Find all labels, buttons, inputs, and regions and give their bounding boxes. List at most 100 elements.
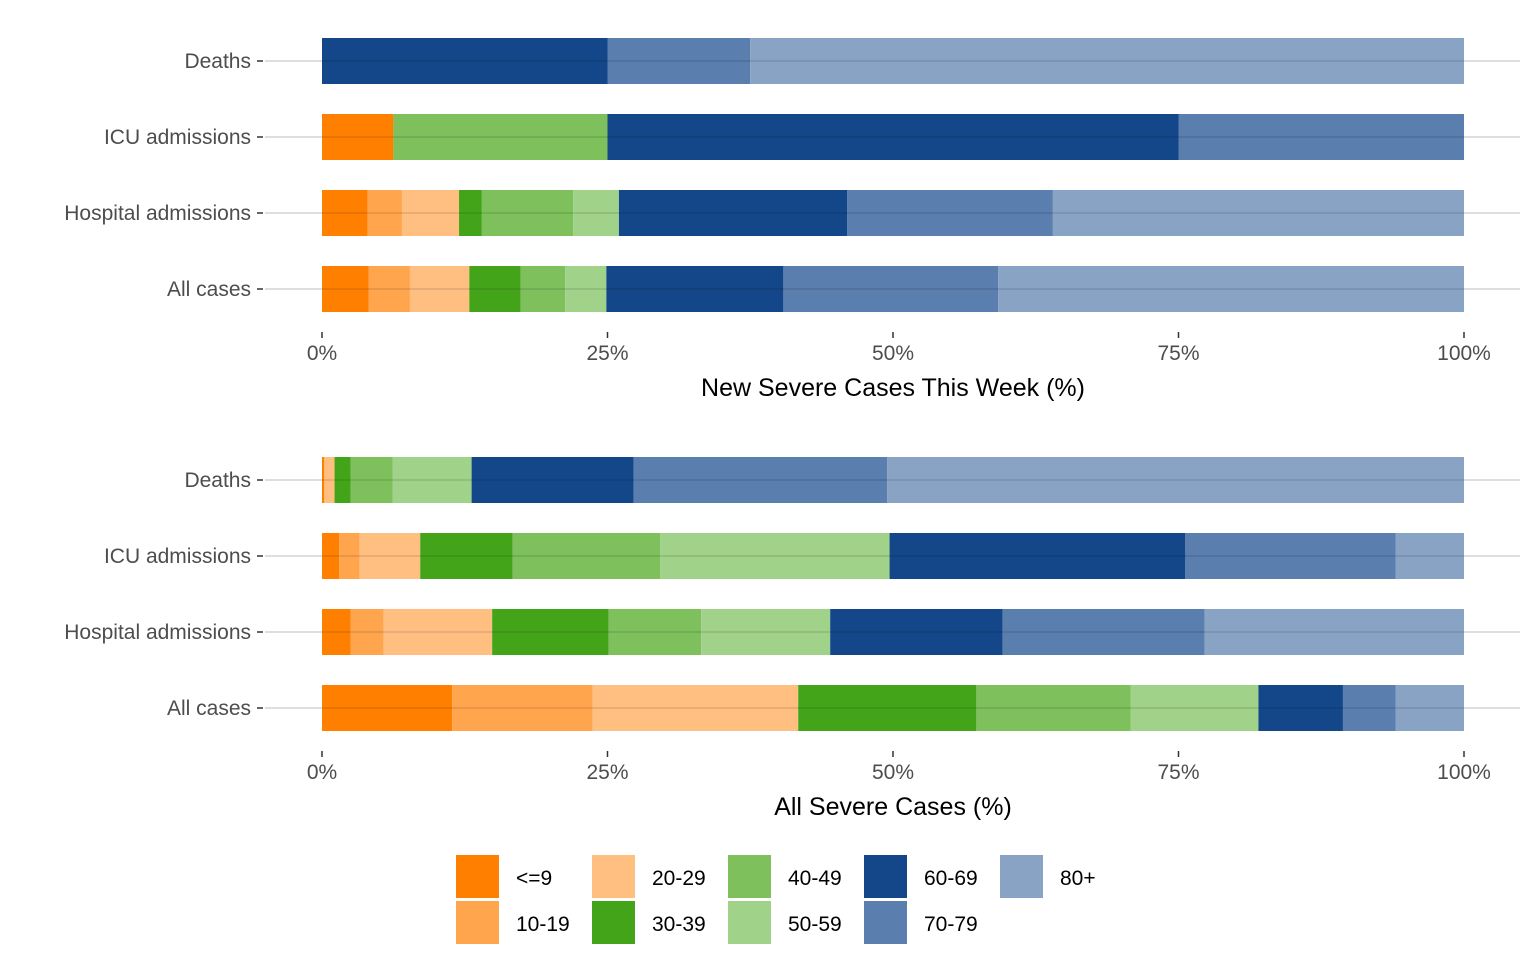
legend-item-le9: <=9 (456, 855, 552, 898)
legend-label: 30-39 (652, 913, 706, 936)
bar-segment-deaths-80plus (887, 457, 1464, 503)
bar-segment-deaths-70-79 (607, 38, 751, 84)
x-tick-label: 50% (872, 761, 914, 784)
legend-item-20-29: 20-29 (592, 855, 706, 898)
bar-segment-all-cases-40-49 (520, 266, 566, 312)
y-tick-label-deaths: Deaths (184, 50, 251, 73)
bar-segment-deaths-40-49 (350, 457, 393, 503)
x-tick-label: 75% (1157, 342, 1199, 365)
bar-segment-hospital-admissions-80plus (1052, 190, 1464, 236)
y-tick-label-all-cases: All cases (167, 278, 251, 301)
legend-item-80plus: 80+ (1000, 855, 1096, 898)
x-tick-label: 75% (1157, 761, 1199, 784)
bar-segment-all-cases-10-19 (368, 266, 410, 312)
bar-segment-all-cases-20-29 (409, 266, 470, 312)
bar-segment-icu-admissions-70-79 (1178, 114, 1464, 160)
bar-segment-hospital-admissions-40-49 (608, 609, 702, 655)
legend-label: <=9 (516, 867, 552, 890)
bar-segment-deaths-60-69 (322, 38, 608, 84)
bar-segment-hospital-admissions-70-79 (1002, 609, 1205, 655)
x-tick-label: 50% (872, 342, 914, 365)
bar-segment-all-cases-60-69 (606, 266, 784, 312)
y-tick-label-hospital-admissions: Hospital admissions (64, 202, 251, 225)
y-tick-label-icu-admissions: ICU admissions (104, 126, 251, 149)
bar-segment-all-cases-30-39 (798, 685, 977, 731)
legend-label: 80+ (1060, 867, 1096, 890)
legend-label: 70-79 (924, 913, 978, 936)
bar-segment-all-cases-60-69 (1258, 685, 1343, 731)
legend-label: 10-19 (516, 913, 570, 936)
bar-segment-hospital-admissions-10-19 (367, 190, 402, 236)
bar-segment-hospital-admissions-80plus (1204, 609, 1464, 655)
legend-label: 50-59 (788, 913, 842, 936)
bar-segment-icu-admissions-20-29 (359, 533, 421, 579)
bar-segment-all-cases-le9 (322, 266, 369, 312)
bar-segment-icu-admissions-le9 (322, 533, 340, 579)
bar-segment-hospital-admissions-20-29 (383, 609, 493, 655)
legend-swatch (864, 855, 907, 898)
legend-swatch (864, 901, 907, 944)
bar-segment-icu-admissions-80plus (1395, 533, 1464, 579)
bar-segment-all-cases-80plus (1395, 685, 1464, 731)
legend-swatch (728, 855, 771, 898)
bar-segment-all-cases-40-49 (976, 685, 1131, 731)
bar-segment-hospital-admissions-10-19 (350, 609, 384, 655)
bar-segment-icu-admissions-le9 (322, 114, 394, 160)
y-tick-label-hospital-admissions: Hospital admissions (64, 621, 251, 644)
legend-swatch (456, 855, 499, 898)
x-tick-label: 100% (1437, 342, 1491, 365)
bar-segment-icu-admissions-40-49 (512, 533, 661, 579)
bar-segment-all-cases-10-19 (452, 685, 593, 731)
bar-segment-all-cases-50-59 (1130, 685, 1259, 731)
bar-segment-hospital-admissions-30-39 (492, 609, 609, 655)
legend-item-40-49: 40-49 (728, 855, 842, 898)
x-tick-label: 0% (307, 761, 337, 784)
legend-swatch (1000, 855, 1043, 898)
bar-segment-deaths-le9 (322, 457, 325, 503)
legend-item-70-79: 70-79 (864, 901, 978, 944)
bar-segment-hospital-admissions-20-29 (401, 190, 460, 236)
bar-segment-icu-admissions-40-49 (393, 114, 608, 160)
x-axis-title: New Severe Cases This Week (%) (701, 374, 1085, 402)
bar-segment-icu-admissions-60-69 (607, 114, 1179, 160)
bar-segment-all-cases-50-59 (565, 266, 607, 312)
bar-segment-deaths-50-59 (392, 457, 472, 503)
bar-segment-hospital-admissions-70-79 (847, 190, 1053, 236)
bar-segment-all-cases-20-29 (592, 685, 799, 731)
bar-segment-hospital-admissions-40-49 (481, 190, 574, 236)
legend-item-30-39: 30-39 (592, 901, 706, 944)
legend-swatch (728, 901, 771, 944)
bar-segment-hospital-admissions-le9 (322, 609, 351, 655)
x-tick-label: 25% (586, 761, 628, 784)
legend-label: 60-69 (924, 867, 978, 890)
y-tick-label-deaths: Deaths (184, 469, 251, 492)
bar-segment-deaths-60-69 (471, 457, 634, 503)
bar-segment-icu-admissions-50-59 (660, 533, 890, 579)
bar-segment-all-cases-70-79 (783, 266, 999, 312)
panel-all-severe-cases: Deaths ICU admissions Hospital admissions A… (64, 457, 1520, 821)
legend-label: 40-49 (788, 867, 842, 890)
bar-segment-icu-admissions-10-19 (339, 533, 360, 579)
bar-segment-deaths-30-39 (334, 457, 351, 503)
legend-item-60-69: 60-69 (864, 855, 978, 898)
bar-segment-deaths-70-79 (633, 457, 888, 503)
x-tick-label: 0% (307, 342, 337, 365)
legend-swatch (456, 901, 499, 944)
bar-segment-deaths-80plus (750, 38, 1464, 84)
bar-segment-hospital-admissions-50-59 (573, 190, 619, 236)
bar-segment-hospital-admissions-le9 (322, 190, 368, 236)
bar-segment-hospital-admissions-50-59 (701, 609, 831, 655)
panel-new-severe-cases: Deaths ICU admissions Hospital admissions A… (64, 38, 1520, 402)
legend-label: 20-29 (652, 867, 706, 890)
x-tick-label: 25% (586, 342, 628, 365)
bar-segment-hospital-admissions-60-69 (830, 609, 1003, 655)
legend: <=9 10-19 20-29 30-39 40-49 50-59 60-69 70-79 80… (456, 855, 1096, 944)
bar-segment-all-cases-80plus (998, 266, 1464, 312)
y-tick-label-all-cases: All cases (167, 697, 251, 720)
bar-segment-all-cases-70-79 (1342, 685, 1396, 731)
bar-segment-deaths-20-29 (324, 457, 335, 503)
bar-segment-hospital-admissions-60-69 (618, 190, 848, 236)
legend-swatch (592, 901, 635, 944)
x-axis-title: All Severe Cases (%) (774, 793, 1012, 821)
